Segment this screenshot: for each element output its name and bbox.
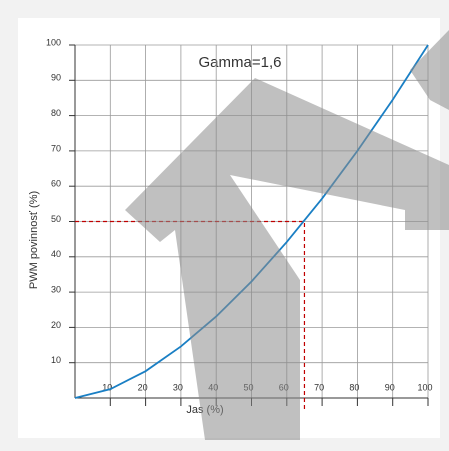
y-tick-label: 70: [51, 143, 61, 153]
y-tick-label: 100: [46, 37, 61, 47]
y-axis-label: PWM povinnosť (%): [28, 191, 40, 289]
y-tick-label: 10: [51, 355, 61, 365]
x-tick-label: 20: [138, 382, 148, 392]
x-tick-label: 70: [314, 382, 324, 392]
y-tick-label: 80: [51, 108, 61, 118]
watermark: [125, 78, 449, 440]
chart-title: Gamma=1,6: [199, 54, 282, 71]
x-tick-label: 90: [385, 382, 395, 392]
x-tick-label: 10: [102, 382, 112, 392]
x-tick-label: 30: [173, 382, 183, 392]
watermark: [410, 30, 449, 110]
y-tick-label: 40: [51, 249, 61, 259]
x-tick-label: 80: [349, 382, 359, 392]
y-tick-label: 90: [51, 73, 61, 83]
y-tick-label: 20: [51, 320, 61, 330]
y-tick-label: 30: [51, 284, 61, 294]
y-tick-label: 50: [51, 214, 61, 224]
x-tick-label: 100: [417, 382, 432, 392]
y-tick-label: 60: [51, 179, 61, 189]
